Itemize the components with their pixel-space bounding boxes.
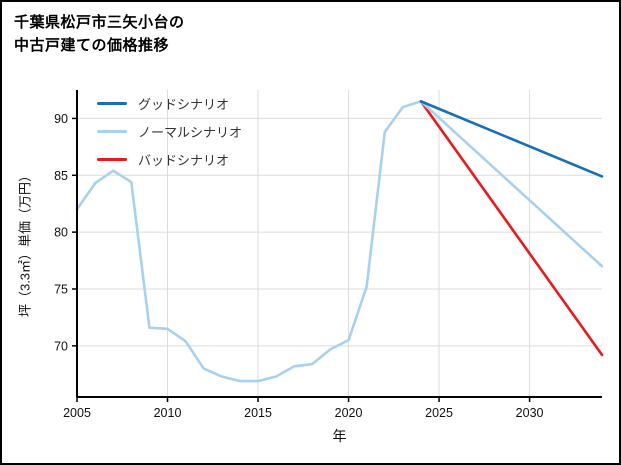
legend-label-normal: ノーマルシナリオ [138, 125, 243, 140]
series-line-history [75, 100, 423, 383]
y-tick-label: 70 [54, 339, 68, 353]
series-line-normal [419, 100, 604, 268]
legend-item-bad: バッドシナリオ [97, 150, 242, 169]
chart-legend: グッドシナリオ ノーマルシナリオ バッドシナリオ [97, 94, 242, 169]
legend-label-bad: バッドシナリオ [138, 153, 230, 168]
y-tick-label: 90 [54, 112, 68, 126]
series-line-good [419, 100, 604, 178]
legend-swatch-good [97, 102, 127, 105]
chart-title-line2: 中古戸建ての価格推移 [14, 36, 170, 54]
chart-title-line1: 千葉県松戸市三矢小台の [14, 14, 185, 31]
legend-swatch-normal [97, 130, 127, 133]
y-tick-label: 75 [54, 282, 68, 296]
x-tick-label: 2030 [516, 406, 544, 420]
y-axis-label: 坪（3.3㎡）単価（万円） [17, 168, 33, 318]
legend-swatch-bad [97, 158, 127, 161]
x-tick-label: 2025 [425, 406, 453, 420]
chart-title: 千葉県松戸市三矢小台の 中古戸建ての価格推移 [14, 12, 185, 57]
y-tick-label: 85 [54, 169, 68, 183]
x-tick-label: 2020 [335, 406, 363, 420]
series-line-bad [419, 100, 604, 357]
legend-label-good: グッドシナリオ [138, 97, 230, 112]
x-tick-label: 2005 [63, 406, 91, 420]
legend-item-good: グッドシナリオ [97, 94, 242, 113]
legend-item-normal: ノーマルシナリオ [97, 122, 242, 141]
x-tick-label: 2010 [154, 406, 182, 420]
y-tick-label: 80 [54, 226, 68, 240]
x-axis-label: 年 [332, 428, 347, 444]
x-tick-label: 2015 [244, 406, 272, 420]
